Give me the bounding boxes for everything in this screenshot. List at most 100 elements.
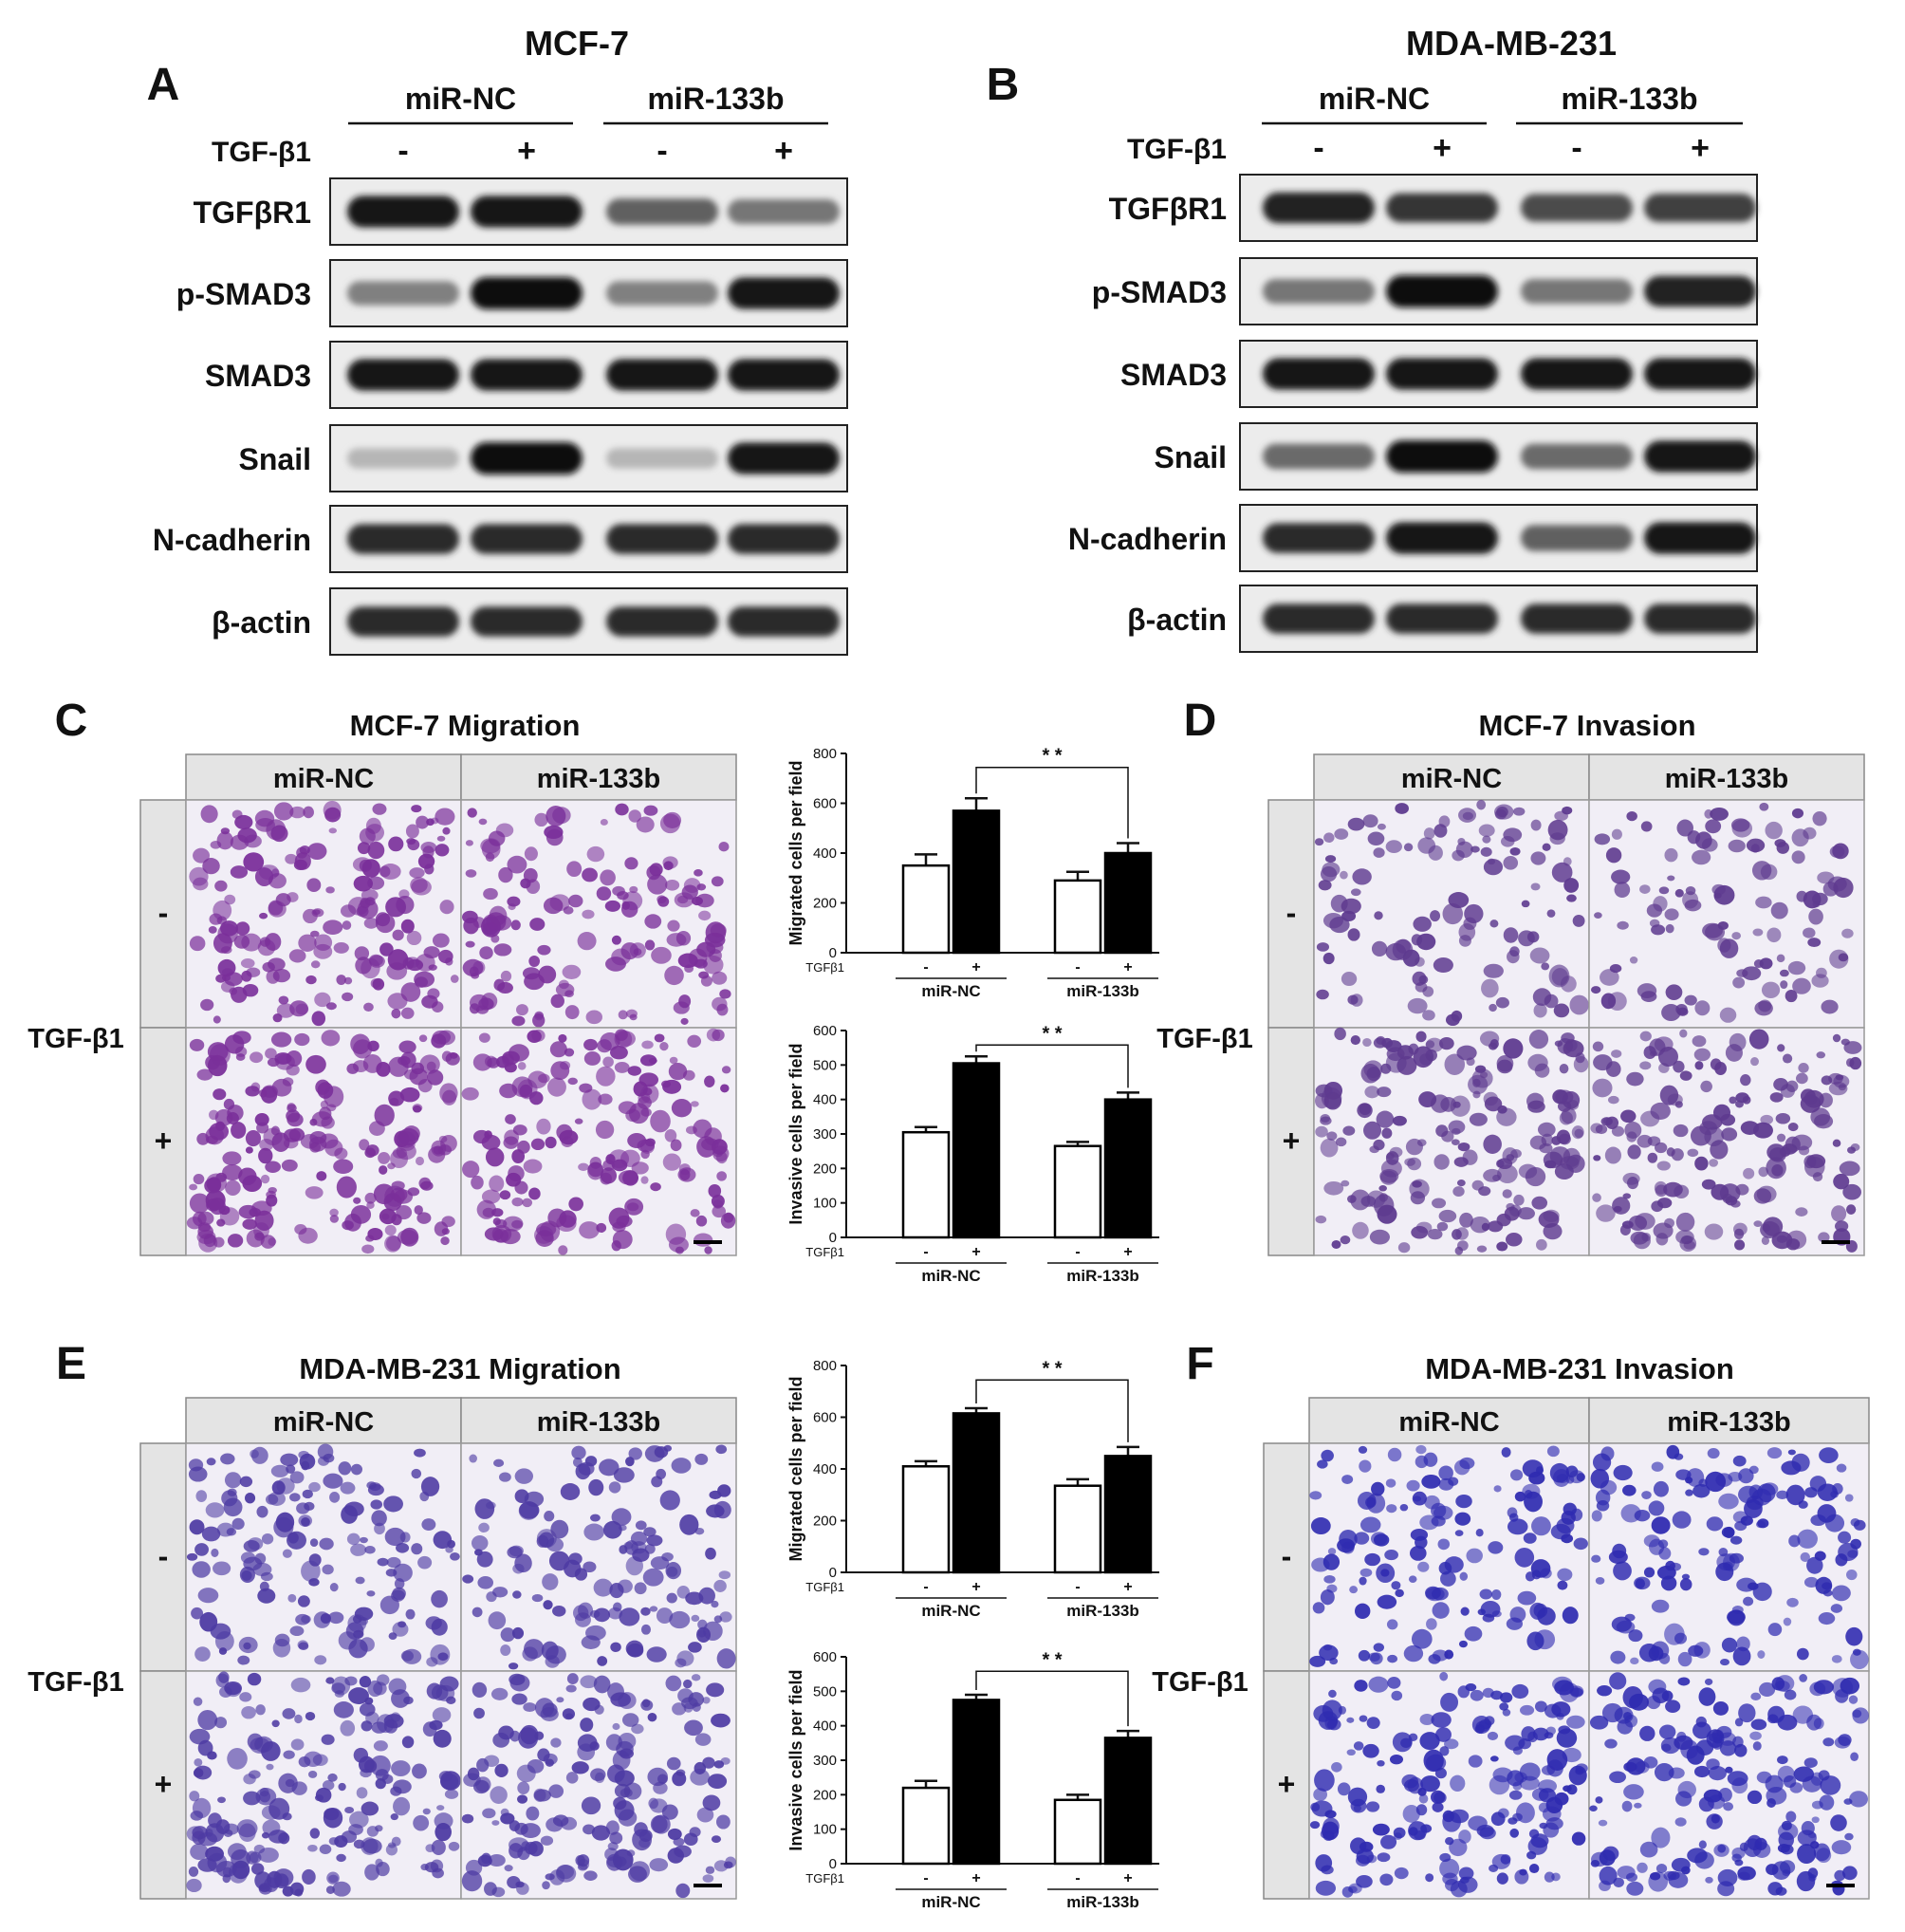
stained-cell bbox=[327, 1773, 338, 1782]
stained-cell bbox=[1456, 1045, 1477, 1061]
column-header-label: miR-133b bbox=[537, 764, 661, 794]
microscopy-image bbox=[460, 1670, 737, 1900]
stained-cell bbox=[357, 842, 371, 855]
stained-cell bbox=[640, 1149, 650, 1160]
stained-cell bbox=[1476, 799, 1487, 810]
stained-cell bbox=[1363, 1121, 1382, 1140]
stained-cell bbox=[1832, 1033, 1841, 1043]
stained-cell bbox=[1719, 1740, 1737, 1756]
stained-cell bbox=[602, 1520, 622, 1539]
treatment-sign: - bbox=[1075, 1870, 1080, 1886]
stained-cell bbox=[450, 975, 459, 983]
stained-cell bbox=[298, 1756, 311, 1768]
stained-cell bbox=[1491, 1853, 1511, 1869]
stained-cell bbox=[1452, 1229, 1462, 1240]
stained-cell bbox=[694, 1233, 713, 1247]
stained-cell bbox=[649, 1798, 668, 1813]
lane-sign: + bbox=[774, 133, 793, 169]
stained-cell bbox=[411, 1468, 422, 1479]
stained-cell bbox=[667, 920, 680, 932]
stained-cell bbox=[689, 1827, 701, 1837]
column-header bbox=[1588, 753, 1865, 801]
stained-cell bbox=[1766, 1864, 1779, 1876]
stained-cell bbox=[365, 1235, 375, 1242]
stained-cell bbox=[1750, 844, 1760, 853]
stained-cell bbox=[526, 1806, 540, 1821]
stained-cell bbox=[1468, 1074, 1489, 1095]
stained-cell bbox=[313, 1611, 331, 1628]
stained-cell bbox=[479, 946, 493, 960]
treatment-sign: + bbox=[1123, 959, 1132, 975]
stained-cell bbox=[239, 1566, 255, 1584]
stained-cell bbox=[360, 1768, 372, 1778]
stained-cell bbox=[1421, 1474, 1441, 1489]
stained-cell bbox=[1457, 1240, 1469, 1252]
stained-cell bbox=[1706, 1516, 1724, 1532]
stained-cell bbox=[1319, 1644, 1339, 1662]
stained-cell bbox=[1665, 984, 1683, 1000]
stained-cell bbox=[1629, 957, 1638, 964]
stained-cell bbox=[1493, 1485, 1502, 1493]
stained-cell bbox=[474, 1549, 483, 1556]
stained-cell bbox=[1532, 988, 1552, 1006]
stained-cell bbox=[1495, 996, 1509, 1009]
blot-band bbox=[1263, 279, 1375, 304]
treatment-sign: - bbox=[923, 959, 928, 975]
microscopy-image bbox=[185, 799, 462, 1029]
stained-cell bbox=[711, 1600, 719, 1608]
stained-cell bbox=[583, 1051, 601, 1066]
stained-cell bbox=[1373, 1533, 1390, 1547]
stained-cell bbox=[712, 1205, 727, 1218]
stained-cell bbox=[461, 1813, 474, 1824]
stained-cell bbox=[1395, 803, 1409, 814]
stained-cell bbox=[1561, 1510, 1576, 1525]
stained-cell bbox=[696, 1626, 712, 1643]
stained-cell bbox=[205, 1823, 225, 1843]
stained-cell bbox=[1816, 967, 1827, 978]
stained-cell bbox=[286, 1050, 303, 1067]
stained-cell bbox=[1711, 883, 1726, 896]
stained-cell bbox=[1784, 1689, 1797, 1700]
stained-cell bbox=[1491, 1588, 1502, 1600]
stained-cell bbox=[577, 1734, 598, 1753]
stained-cell bbox=[1509, 946, 1520, 957]
stained-cell bbox=[1731, 1853, 1742, 1863]
stained-cell bbox=[387, 1162, 396, 1170]
stained-cell bbox=[189, 1519, 205, 1535]
stained-cell bbox=[507, 1875, 521, 1889]
stained-cell bbox=[1442, 902, 1464, 925]
stained-cell bbox=[224, 1034, 245, 1054]
band-label: Snail bbox=[1155, 440, 1227, 474]
stained-cell bbox=[1852, 1648, 1861, 1656]
stained-cell bbox=[1756, 1185, 1777, 1203]
stained-cell bbox=[189, 1193, 210, 1214]
stained-cell bbox=[693, 1119, 712, 1139]
stained-cell bbox=[1709, 1733, 1722, 1742]
stained-cell bbox=[321, 1030, 341, 1047]
stained-cell bbox=[375, 1769, 389, 1781]
stained-cell bbox=[1750, 1718, 1767, 1731]
stained-cell bbox=[1600, 993, 1617, 1010]
stained-cell bbox=[360, 898, 371, 909]
stained-cell bbox=[1674, 1817, 1687, 1827]
stained-cell bbox=[329, 1208, 339, 1217]
stained-cell bbox=[1528, 1471, 1545, 1485]
stained-cell bbox=[1350, 888, 1361, 897]
stained-cell bbox=[1527, 1731, 1538, 1743]
stained-cell bbox=[1723, 1526, 1735, 1539]
stained-cell bbox=[1316, 942, 1330, 952]
stained-cell bbox=[370, 978, 381, 989]
stained-cell bbox=[1452, 1127, 1461, 1136]
stained-cell bbox=[282, 1077, 294, 1087]
stained-cell bbox=[681, 884, 698, 900]
stained-cell bbox=[389, 1097, 399, 1106]
stained-cell bbox=[1502, 1189, 1512, 1198]
stained-cell bbox=[625, 1108, 640, 1123]
stained-cell bbox=[1623, 1784, 1644, 1800]
stained-cell bbox=[1468, 1755, 1483, 1768]
stained-cell bbox=[197, 1588, 219, 1604]
stained-cell bbox=[548, 1784, 564, 1798]
stained-cell bbox=[196, 1230, 216, 1245]
stained-cell bbox=[366, 1481, 377, 1490]
